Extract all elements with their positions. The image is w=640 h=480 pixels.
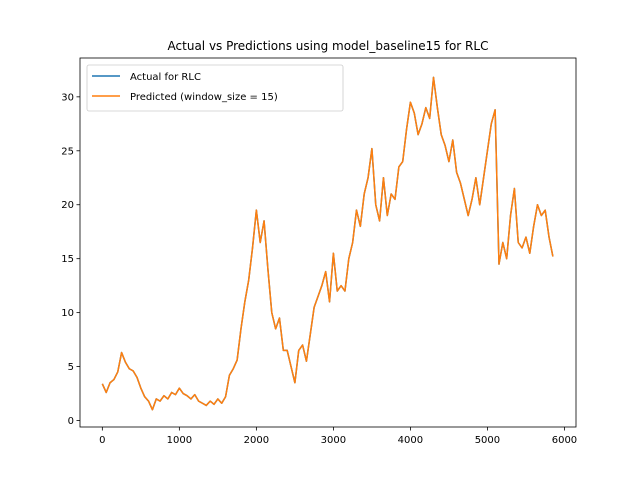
y-tick-label-0: 0 — [68, 416, 74, 427]
y-tick-label-4: 20 — [61, 200, 74, 211]
x-tick-label-6: 6000 — [552, 435, 577, 446]
y-tick-label-2: 10 — [61, 308, 74, 319]
axes-layer: 0 1000 2000 3000 4000 5000 6000 0 5 10 15 20 25 30 — [61, 57, 577, 446]
x-tick-label-0: 0 — [99, 435, 105, 446]
legend-label-0: Actual for RLC — [130, 72, 201, 83]
y-tick-label-5: 25 — [61, 146, 74, 157]
x-tick-label-5: 5000 — [475, 435, 500, 446]
y-tick-label-1: 5 — [68, 362, 74, 373]
plot-frame — [79, 57, 577, 428]
legend-box — [86, 64, 344, 112]
series-line-1 — [101, 76, 554, 411]
y-tick-label-6: 30 — [61, 92, 74, 103]
x-tick-label-2: 2000 — [244, 435, 269, 446]
series-layer — [101, 76, 554, 411]
y-tick-label-3: 15 — [61, 254, 74, 265]
chart-title: Actual vs Predictions using model_baseli… — [168, 39, 489, 53]
x-tick-label-1: 1000 — [167, 435, 192, 446]
x-tick-label-3: 3000 — [321, 435, 346, 446]
x-tick-label-4: 4000 — [398, 435, 423, 446]
legend-label-1: Predicted (window_size = 15) — [130, 92, 278, 103]
legend: Actual for RLC Predicted (window_size = 1… — [86, 64, 344, 112]
